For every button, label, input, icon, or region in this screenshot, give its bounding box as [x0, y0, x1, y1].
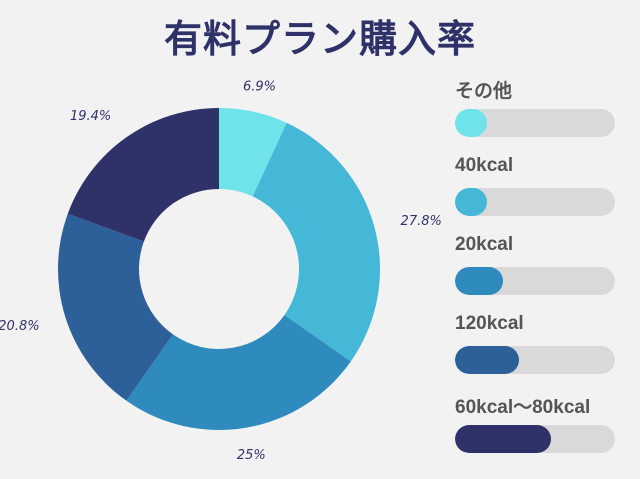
legend-label: 40kcal — [455, 155, 514, 176]
legend-bar-fill — [455, 109, 487, 137]
legend-label: 60kcal〜80kcal — [455, 397, 591, 418]
legend-label: 120kcal — [455, 313, 524, 334]
slice-value-label: 27.8% — [401, 214, 442, 229]
donut-slice — [57, 213, 173, 401]
legend-bar-track — [455, 425, 615, 453]
donut-slice — [126, 314, 351, 431]
legend-label: 20kcal — [455, 234, 514, 255]
legend-bar-fill — [455, 267, 503, 295]
legend-bar-fill — [455, 346, 519, 374]
slice-value-label: 20.8% — [0, 319, 40, 334]
donut-slice — [252, 122, 380, 362]
legend-bar-fill — [455, 188, 487, 216]
legend-bar-track — [455, 188, 615, 216]
slice-value-label: 25% — [237, 448, 266, 463]
slice-value-label: 19.4% — [70, 109, 111, 124]
donut-slice — [67, 108, 219, 242]
slice-value-label: 6.9% — [243, 79, 276, 94]
chart-title: 有料プラン購入率 — [163, 17, 476, 61]
legend-bar-fill — [455, 425, 551, 453]
legend-bar-track — [455, 346, 615, 374]
legend-bar-track — [455, 109, 615, 137]
legend-label: その他 — [455, 81, 513, 102]
legend-bar-track — [455, 267, 615, 295]
donut-slice — [219, 108, 287, 197]
